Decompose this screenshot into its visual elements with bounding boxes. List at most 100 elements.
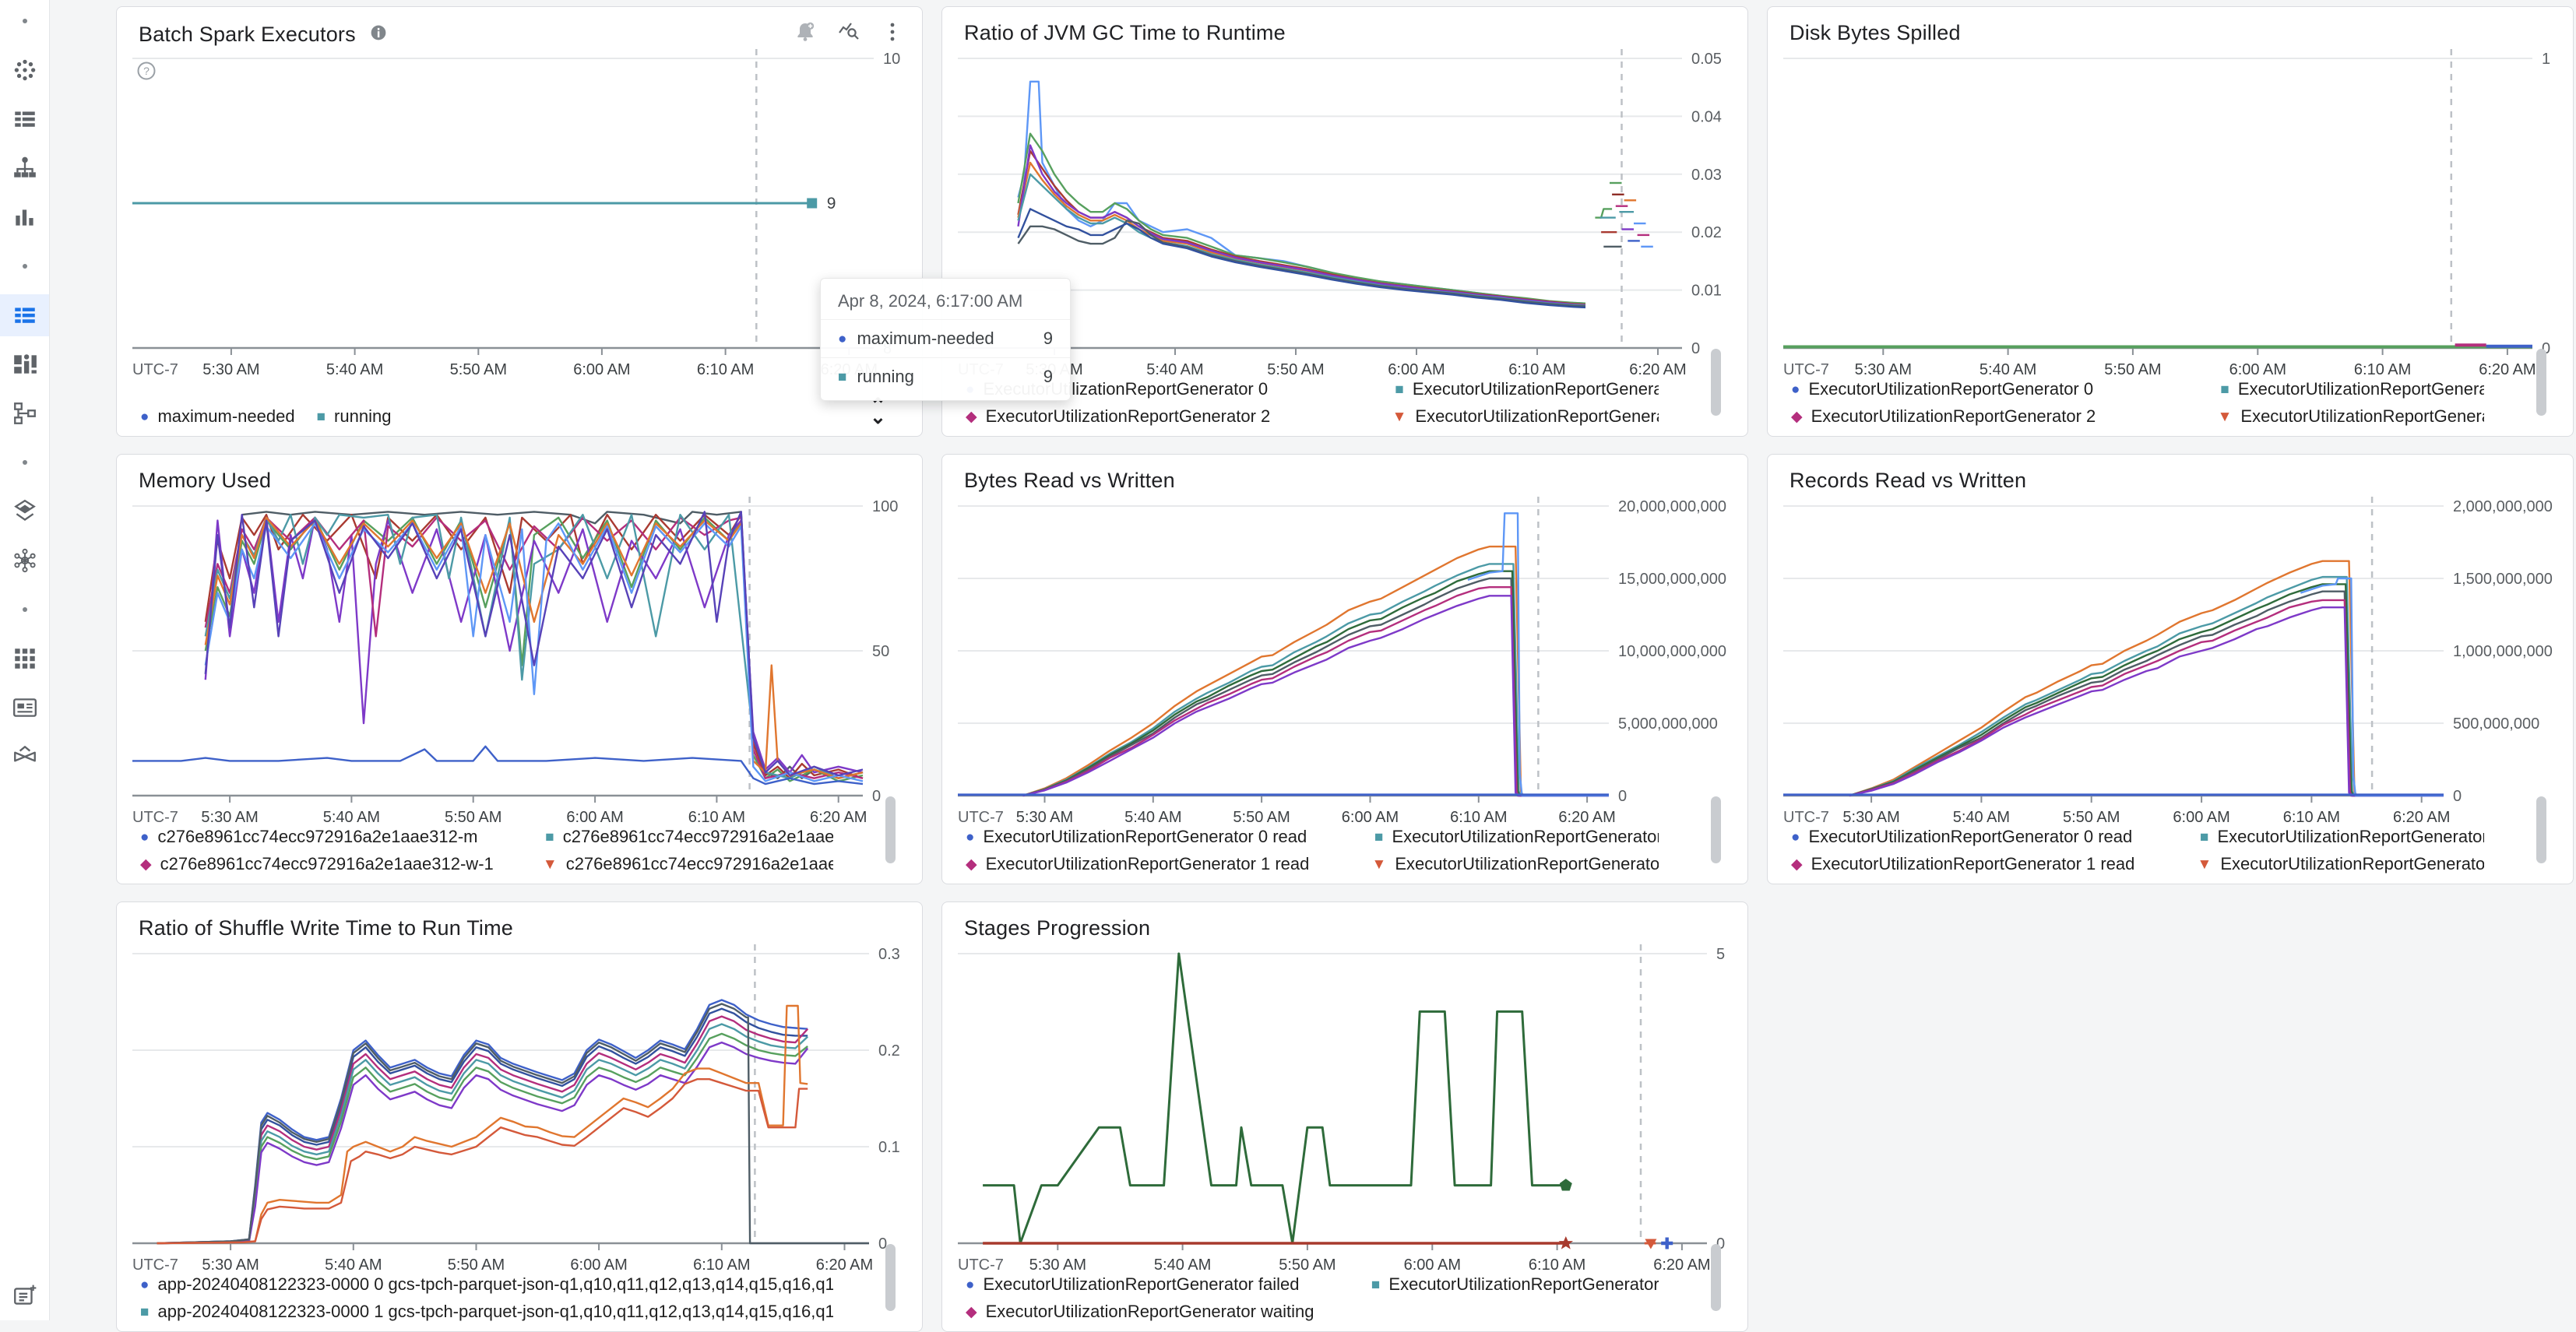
legend-item[interactable]: ◆ExecutorUtilizationReportGenerator 1 re… (1791, 854, 2176, 874)
chart-card: Disk Bytes Spilled ? 105:30 AM5:40 AM5:5… (1767, 6, 2574, 437)
sidebar-item-dot (0, 449, 49, 476)
svg-text:6:10 AM: 6:10 AM (2354, 361, 2411, 378)
svg-text:2,000,000,000: 2,000,000,000 (2453, 498, 2553, 515)
svg-text:6:00 AM: 6:00 AM (2173, 809, 2229, 826)
legend-item[interactable]: ◆ExecutorUtilizationReportGenerator 2 (966, 406, 1371, 427)
legend-item[interactable]: ■app-20240408122323-0000 1 gcs-tpch-parq… (140, 1302, 833, 1322)
sidebar-item-hierarchy[interactable] (0, 155, 49, 181)
sidebar-item-dashboard[interactable] (0, 351, 49, 378)
svg-text:5:40 AM: 5:40 AM (1154, 1256, 1211, 1274)
chart-card: Records Read vs Written ? 2,000,000,0001… (1767, 454, 2574, 884)
svg-text:1,500,000,000: 1,500,000,000 (2453, 571, 2553, 588)
svg-text:6:00 AM: 6:00 AM (566, 809, 623, 826)
legend: ●ExecutorUtilizationReportGenerator fail… (966, 1274, 1680, 1322)
legend-item[interactable]: ◆c276e8961cc74ecc972916a2e1aae312-w-1 (140, 854, 521, 874)
sidebar-item-grid[interactable] (0, 645, 49, 672)
svg-text:6:10 AM: 6:10 AM (1450, 809, 1507, 826)
legend-scrollbar[interactable] (1711, 1244, 1721, 1311)
svg-text:0: 0 (2453, 788, 2462, 805)
svg-text:0: 0 (1618, 788, 1627, 805)
legend-item[interactable]: ●ExecutorUtilizationReportGenerator 0 (1791, 379, 2198, 399)
legend-item[interactable]: ◆ExecutorUtilizationReportGenerator 2 (1791, 406, 2196, 427)
sidebar-item-bowtie[interactable] (0, 743, 49, 770)
legend-item[interactable]: ●c276e8961cc74ecc972916a2e1aae312-m (140, 827, 523, 847)
sidebar-item-list-active[interactable] (0, 294, 49, 336)
svg-text:6:00 AM: 6:00 AM (1404, 1256, 1461, 1274)
legend-item[interactable]: ■ExecutorUtilizationReportGenerator 1 (2220, 379, 2484, 399)
chart-plot-area[interactable]: 20,000,000,00015,000,000,00010,000,000,0… (942, 484, 1748, 850)
svg-text:6:10 AM: 6:10 AM (688, 809, 745, 826)
svg-text:UTC-7: UTC-7 (1783, 809, 1829, 826)
svg-text:1: 1 (2542, 51, 2550, 68)
legend-scrollbar[interactable] (2536, 349, 2546, 416)
svg-text:5:50 AM: 5:50 AM (445, 809, 501, 826)
svg-text:10,000,000,000: 10,000,000,000 (1618, 643, 1726, 660)
legend-item[interactable]: ▼ExecutorUtilizationReportGenerator 4 (2218, 406, 2484, 427)
svg-text:5:40 AM: 5:40 AM (1124, 809, 1181, 826)
legend-item[interactable]: ■ExecutorUtilizationReportGenerator 0 wr… (2200, 827, 2484, 847)
legend-item[interactable]: ■ExecutorUtilizationReportGenerator runn… (1371, 1274, 1659, 1295)
legend-item[interactable]: ●ExecutorUtilizationReportGenerator fail… (966, 1274, 1350, 1295)
legend-item[interactable]: ▼ExecutorUtilizationReportGenerator 1 wr… (1372, 854, 1659, 874)
svg-text:5: 5 (1716, 946, 1725, 963)
dashboard-grid: Batch Spark Executors ? 1085:30 AM5:40 A… (49, 0, 2574, 1332)
legend: ●ExecutorUtilizationReportGenerator 0 re… (1791, 827, 2506, 874)
legend-item[interactable]: ■ExecutorUtilizationReportGenerator 0 wr… (1374, 827, 1659, 847)
legend-expand-control[interactable]: ⌃⌄ (870, 400, 886, 423)
svg-text:9: 9 (827, 195, 836, 213)
legend-item[interactable]: ●ExecutorUtilizationReportGenerator 0 re… (966, 827, 1353, 847)
tooltip-timestamp: Apr 8, 2024, 6:17:00 AM (821, 282, 1070, 319)
chart-plot-area[interactable]: 2,000,000,000 1,500,000,000 1,000,000,000 5… (1768, 484, 2574, 850)
sidebar-item-feedback[interactable] (0, 1283, 49, 1309)
chart-card: Batch Spark Executors ? 1085:30 AM5:40 A… (116, 6, 923, 437)
legend-scrollbar[interactable] (1711, 796, 1721, 863)
svg-text:1,000,000,000: 1,000,000,000 (2453, 643, 2553, 660)
legend-scrollbar[interactable] (885, 1244, 896, 1311)
svg-text:UTC-7: UTC-7 (132, 809, 178, 826)
legend-item[interactable]: ■c276e8961cc74ecc972916a2e1aae312-w-0 (545, 827, 833, 847)
svg-text:500,000,000: 500,000,000 (2453, 715, 2539, 733)
chart-card: Ratio of Shuffle Write Time to Run Time … (116, 901, 923, 1332)
svg-text:5:40 AM: 5:40 AM (325, 1256, 382, 1274)
sidebar-item-card[interactable] (0, 694, 49, 721)
svg-text:15,000,000,000: 15,000,000,000 (1618, 571, 1726, 588)
sidebar-item-bar-chart[interactable] (0, 204, 49, 230)
svg-text:6:20 AM: 6:20 AM (1558, 809, 1615, 826)
legend-scrollbar[interactable] (1711, 349, 1721, 416)
sidebar-item-workflow[interactable] (0, 400, 49, 427)
svg-text:6:10 AM: 6:10 AM (1529, 1256, 1585, 1274)
svg-text:50: 50 (872, 643, 889, 660)
sidebar-item-network[interactable] (0, 547, 49, 574)
svg-text:6:00 AM: 6:00 AM (570, 1256, 627, 1274)
legend-item[interactable]: ●app-20240408122323-0000 0 gcs-tpch-parq… (140, 1274, 833, 1295)
legend-item[interactable]: ■running (317, 406, 392, 427)
svg-text:5:30 AM: 5:30 AM (202, 361, 259, 378)
legend-item[interactable]: ●maximum-needed (140, 406, 295, 427)
legend-scrollbar[interactable] (2536, 796, 2546, 863)
legend-scrollbar[interactable] (885, 796, 896, 863)
sidebar-item-layers[interactable] (0, 498, 49, 525)
sidebar-item-cluster[interactable] (0, 57, 49, 83)
legend-item[interactable]: ●ExecutorUtilizationReportGenerator 0 re… (1791, 827, 2178, 847)
legend-item[interactable]: ▼ExecutorUtilizationReportGenerator 1 wr… (2198, 854, 2484, 874)
legend-item[interactable]: ◆ExecutorUtilizationReportGenerator wait… (966, 1302, 1314, 1322)
svg-text:5:50 AM: 5:50 AM (450, 361, 507, 378)
svg-text:5:50 AM: 5:50 AM (1233, 809, 1290, 826)
svg-text:UTC-7: UTC-7 (132, 1256, 178, 1274)
legend-item[interactable]: ▼ExecutorUtilizationReportGenerator 4 (1392, 406, 1659, 427)
legend-item[interactable]: ▼c276e8961cc74ecc972916a2e1aae312-w-2 (543, 854, 833, 874)
sidebar-item-list[interactable] (0, 106, 49, 132)
legend: ●app-20240408122323-0000 0 gcs-tpch-parq… (140, 1274, 855, 1322)
chart-plot-area[interactable]: 1085:30 AM5:40 AM5:50 AM6:00 AM6:10 AM6:… (117, 37, 923, 402)
svg-text:5:40 AM: 5:40 AM (1146, 361, 1203, 378)
legend: ●maximum-needed ■running (140, 406, 855, 427)
legend-item[interactable]: ■ExecutorUtilizationReportGenerator 1 (1395, 379, 1659, 399)
svg-text:5:40 AM: 5:40 AM (323, 809, 380, 826)
legend-item[interactable]: ◆ExecutorUtilizationReportGenerator 1 re… (966, 854, 1350, 874)
